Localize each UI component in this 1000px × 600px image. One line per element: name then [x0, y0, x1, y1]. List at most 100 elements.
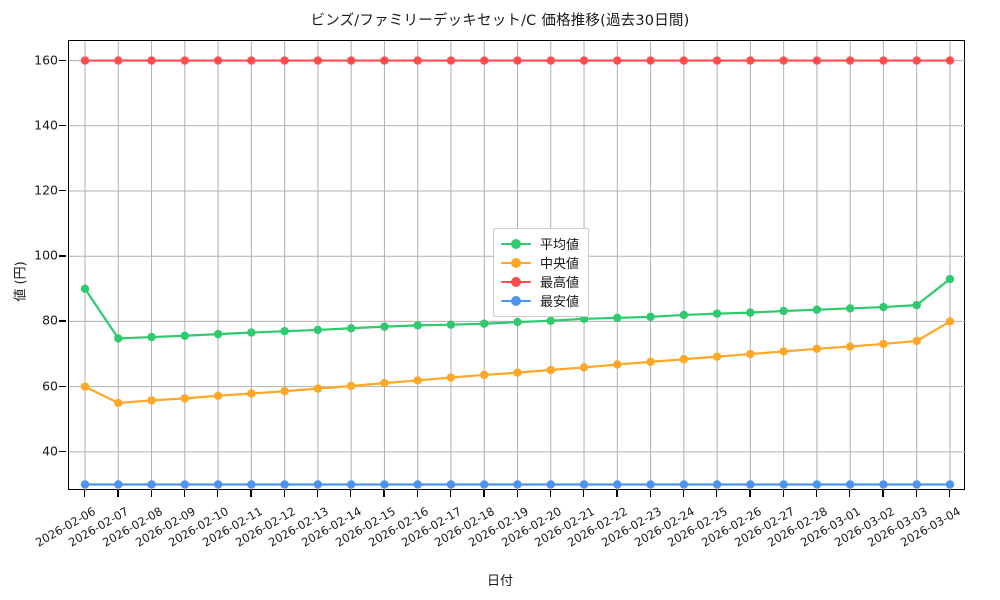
legend-label: 中央値 [540, 257, 580, 272]
data-point [845, 56, 855, 65]
data-point [879, 56, 888, 65]
data-point [247, 389, 256, 398]
data-point [114, 56, 123, 65]
data-point [812, 305, 822, 314]
data-point [812, 480, 822, 489]
series-3 [80, 480, 955, 489]
data-point [879, 339, 888, 349]
data-point [213, 391, 223, 400]
data-point [812, 344, 822, 354]
data-point [346, 381, 356, 391]
x-tick-mark [350, 490, 352, 497]
data-point [712, 309, 722, 318]
data-point [313, 480, 323, 489]
y-axis-label-wrapper: 値 (円) [0, 40, 29, 490]
x-tick-mark [649, 490, 651, 497]
data-point [346, 480, 356, 489]
data-point [413, 376, 422, 385]
x-tick-mark [383, 490, 385, 497]
legend-item-2[interactable]: 最高値 [501, 272, 579, 291]
legend-marker-icon [501, 237, 531, 251]
data-point [912, 300, 921, 310]
data-point [945, 480, 955, 489]
data-point [845, 480, 855, 489]
data-point [613, 360, 622, 369]
data-point [213, 56, 223, 65]
data-point [746, 56, 755, 65]
data-point [247, 56, 256, 65]
data-point [80, 56, 90, 65]
data-point [513, 480, 522, 489]
data-point [446, 373, 456, 382]
x-axis-tick-labels: 2026-02-06 2026-02-07 2026-02-08 2026-02-09… [33, 490, 965, 580]
data-point [80, 382, 90, 391]
x-tick-mark [449, 490, 452, 497]
data-point [579, 363, 589, 372]
x-tick-mark [583, 490, 585, 497]
x-tick-mark [716, 490, 718, 497]
data-point [613, 56, 622, 65]
data-point [480, 56, 489, 65]
data-point [513, 317, 522, 327]
data-point [180, 480, 190, 489]
data-point [380, 378, 389, 388]
data-point [845, 304, 855, 313]
x-tick-mark [849, 490, 851, 497]
y-tick-label: 120 [34, 182, 58, 198]
data-point [945, 317, 955, 326]
data-point [280, 56, 289, 65]
legend-marker-icon [501, 256, 531, 270]
y-tick-label: 100 [34, 247, 58, 263]
legend-item-3[interactable]: 最安値 [501, 291, 579, 310]
data-point [845, 342, 855, 351]
series-lines [80, 56, 955, 489]
x-tick-mark [682, 490, 685, 497]
y-tick-mark [59, 190, 66, 192]
x-tick-mark [483, 490, 485, 497]
data-point [646, 357, 655, 367]
y-tick-mark [59, 320, 66, 322]
data-point [114, 334, 123, 343]
data-point [213, 480, 223, 489]
data-point [247, 328, 256, 337]
data-point [546, 365, 555, 375]
x-tick-mark [948, 490, 951, 497]
data-point [114, 398, 123, 408]
x-tick-mark [616, 490, 618, 497]
data-point [912, 56, 921, 65]
data-point [213, 329, 223, 339]
legend-marker-icon [501, 294, 531, 308]
data-point [879, 480, 888, 489]
data-point [779, 306, 788, 316]
data-point [912, 336, 921, 346]
x-tick-mark [882, 490, 884, 497]
x-tick-mark [250, 490, 252, 497]
y-tick-mark [59, 450, 66, 453]
series-1 [80, 317, 955, 408]
data-point [712, 352, 722, 361]
data-point [546, 480, 555, 489]
x-tick-mark [150, 490, 152, 497]
legend-item-1[interactable]: 中央値 [501, 253, 579, 272]
x-tick-mark [84, 490, 86, 497]
data-point [779, 480, 788, 489]
data-point [280, 387, 289, 396]
legend-label: 最安値 [540, 295, 580, 310]
data-point [546, 56, 555, 65]
x-tick-mark [217, 490, 219, 497]
legend-item-0[interactable]: 平均値 [501, 234, 579, 253]
data-point [945, 274, 955, 284]
series-2 [80, 56, 955, 65]
y-tick-label: 60 [42, 378, 58, 394]
data-point [280, 327, 289, 336]
data-point [380, 480, 389, 489]
x-tick-mark [782, 490, 784, 497]
data-point [646, 312, 655, 322]
legend-label: 平均値 [540, 238, 580, 253]
x-tick-mark [815, 490, 818, 497]
data-point [779, 56, 788, 65]
data-point [446, 480, 456, 489]
data-point [546, 316, 555, 325]
x-tick-mark [316, 490, 319, 497]
